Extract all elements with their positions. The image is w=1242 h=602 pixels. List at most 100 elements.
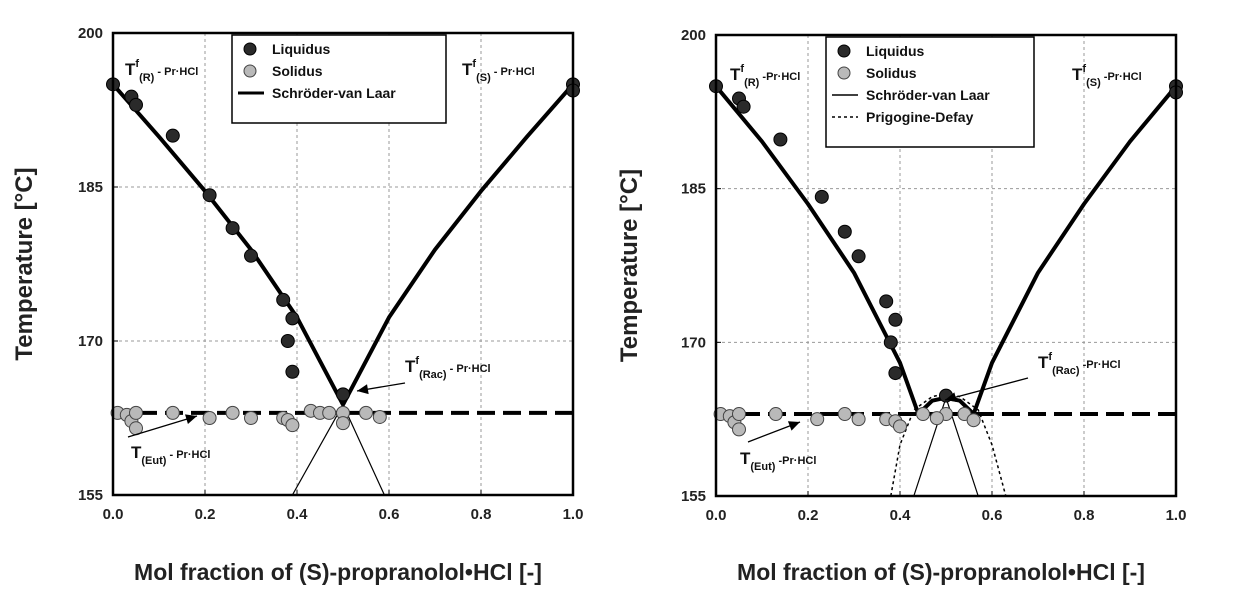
- liquidus-point: [773, 132, 788, 147]
- annotation-ts: Tf(S) -Pr·HCl: [1072, 63, 1142, 89]
- annotation-main: T: [1072, 65, 1083, 84]
- annotation-tail: -Pr·HCl: [775, 455, 816, 467]
- plot-area: [113, 82, 573, 495]
- legend-label: Schröder-van Laar: [866, 87, 990, 103]
- liquidus-point: [851, 249, 866, 264]
- y-tick-label: 185: [78, 179, 103, 196]
- annotation-sup: f: [740, 63, 744, 75]
- x-tick-label: 0.4: [287, 506, 309, 523]
- legend-label: Solidus: [866, 65, 917, 81]
- solidus-point: [202, 411, 217, 425]
- x-tick-label: 0.0: [103, 506, 124, 523]
- legend-liquidus-marker: [243, 42, 257, 56]
- solidus-point: [851, 412, 866, 427]
- solidus-point: [372, 409, 387, 424]
- liquidus-point: [285, 311, 300, 326]
- annotation-sub: (Rac): [419, 369, 447, 381]
- annotation-main: T: [462, 60, 473, 79]
- liquidus-point: [883, 335, 898, 350]
- annotation-sup: f: [135, 58, 139, 70]
- x-tick-label: 0.6: [379, 506, 400, 523]
- annotation-arrow: [127, 415, 198, 438]
- annotation-trac: Tf(Rac) -Pr·HCl: [1038, 351, 1121, 377]
- y-tick-label: 155: [681, 488, 706, 505]
- liquidus-point: [276, 292, 291, 307]
- legend-solidus-marker: [837, 66, 851, 80]
- annotation-tr: Tf(R) - Pr·HCl: [125, 58, 198, 84]
- annotation-tr: Tf(R) -Pr·HCl: [730, 63, 800, 89]
- x-tick-label: 0.8: [471, 506, 492, 523]
- solidus-point: [732, 422, 746, 437]
- x-tick-label: 0.0: [706, 507, 727, 524]
- legend-liquidus-marker: [837, 44, 851, 58]
- annotation-sub: (R): [139, 72, 155, 84]
- legend-box: [825, 36, 1035, 148]
- x-axis-label: Mol fraction of (S)-propranolol•HCl [-]: [134, 559, 542, 585]
- annotation-sub: (R): [744, 77, 760, 89]
- annotation-sub: (Eut): [750, 461, 775, 473]
- annotation-tail: -Pr·HCl: [759, 71, 800, 83]
- solidus-point: [225, 405, 240, 420]
- annotation-tail: - Pr·HCl: [447, 363, 491, 375]
- annotation-teut: T(Eut) -Pr·HCl: [740, 449, 816, 473]
- solidus-point: [129, 405, 143, 420]
- liquidus-point: [879, 294, 894, 309]
- annotation-trac: Tf(Rac) - Pr·HCl: [405, 355, 491, 381]
- annotation-main: T: [131, 443, 142, 462]
- x-tick-label: 0.4: [890, 507, 912, 524]
- annotation-sup: f: [1082, 63, 1086, 75]
- solidus-point: [966, 413, 981, 428]
- annotation-arrowhead: [787, 421, 800, 431]
- y-axis-label: Temperature [°C]: [11, 167, 38, 360]
- annotation-arrowhead: [357, 384, 369, 395]
- x-tick-label: 0.2: [195, 506, 216, 523]
- solidus-point: [165, 405, 180, 420]
- legend-box: [231, 34, 447, 124]
- liquidus-point: [888, 366, 903, 381]
- solidus-point: [837, 407, 852, 422]
- plot-frame: [111, 31, 575, 497]
- liquidus-point: [285, 364, 300, 379]
- annotation-sub: (S): [1086, 77, 1101, 89]
- annotation-sub: (Eut): [141, 455, 166, 467]
- y-tick-label: 155: [78, 487, 103, 504]
- annotation-tail: -Pr·HCl: [1101, 71, 1142, 83]
- annotation-tail: - Pr·HCl: [491, 66, 535, 78]
- annotation-arrowhead: [945, 392, 957, 403]
- y-tick-label: 200: [681, 27, 706, 44]
- annotation-teut: T(Eut) - Pr·HCl: [131, 443, 210, 467]
- liquidus-extension-line: [342, 404, 385, 495]
- solidus-point: [810, 412, 825, 427]
- solidus-point: [244, 411, 258, 425]
- annotation-sub: (Rac): [1052, 365, 1080, 377]
- chart-panel-right: 0.0 0.2 0.4 0.6 0.8 1.0 155 170 185 200 Liquidus So…: [616, 27, 1186, 585]
- plot-frame: [714, 33, 1178, 498]
- liquidus-point: [814, 189, 829, 204]
- liquidus-point: [888, 312, 903, 327]
- liquidus-point: [225, 221, 240, 236]
- x-tick-label: 0.8: [1074, 507, 1095, 524]
- legend-label: Prigogine-Defay: [866, 109, 974, 125]
- solidus-point: [929, 411, 944, 426]
- liquidus-extension-line: [291, 404, 344, 495]
- legend-label: Liquidus: [866, 43, 925, 59]
- solidus-point: [336, 416, 350, 431]
- y-axis-label: Temperature [°C]: [616, 169, 643, 362]
- liquidus-point: [736, 99, 751, 114]
- annotation-sub: (S): [476, 72, 491, 84]
- liquidus-point: [280, 334, 295, 348]
- solidus-point: [359, 405, 373, 420]
- solidus-point: [893, 419, 907, 434]
- annotation-tail: -Pr·HCl: [1080, 359, 1121, 371]
- annotation-main: T: [1038, 353, 1049, 372]
- chart-panel-left: 0.0 0.2 0.4 0.6 0.8 1.0 155 170 185 200 Liquidus So…: [11, 25, 583, 585]
- annotation-arrow: [944, 377, 1029, 401]
- solidus-point: [916, 407, 930, 422]
- x-axis-label: Mol fraction of (S)-propranolol•HCl [-]: [737, 559, 1145, 585]
- legend-label: Solidus: [272, 63, 323, 79]
- annotation-main: T: [740, 449, 751, 468]
- liquidus-point: [837, 224, 852, 239]
- liquidus-point: [165, 128, 180, 143]
- annotation-main: T: [405, 357, 416, 376]
